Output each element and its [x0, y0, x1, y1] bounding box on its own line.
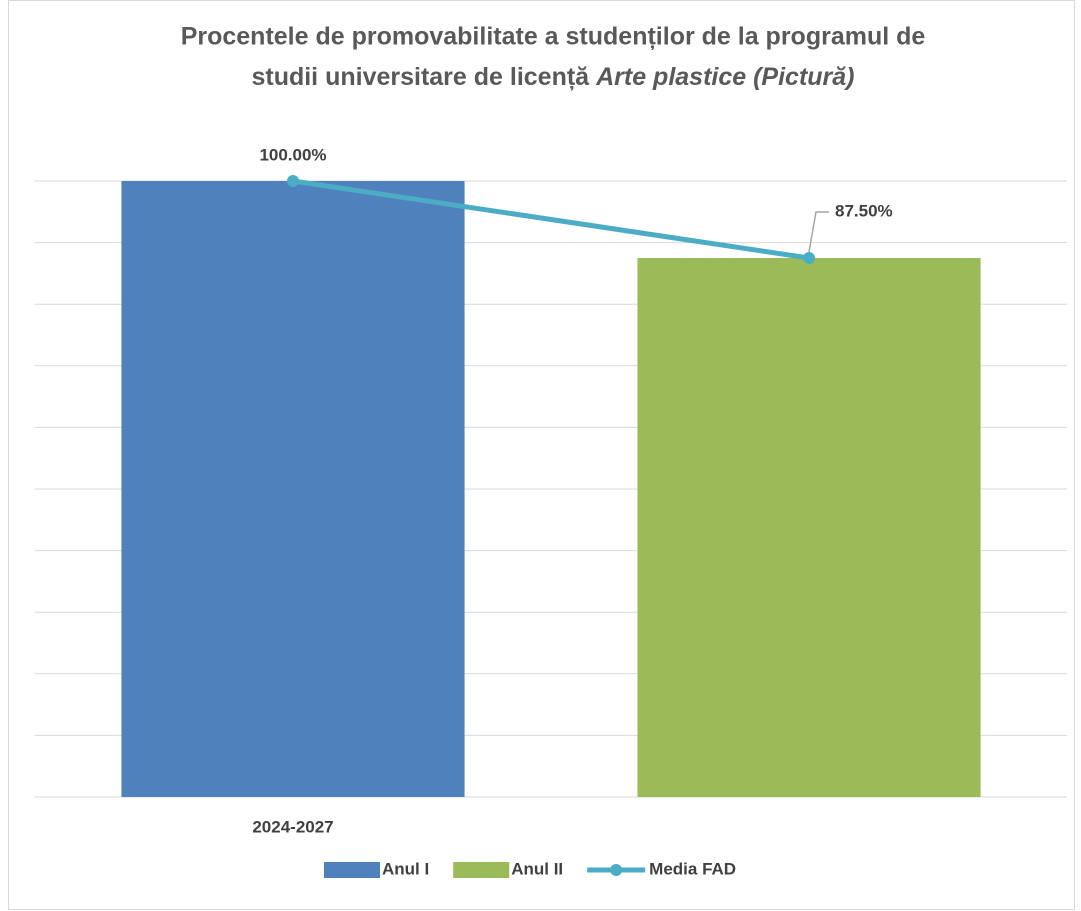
legend-label: Media FAD	[649, 859, 736, 878]
legend-swatch	[324, 862, 380, 878]
legend-label: Anul II	[511, 859, 563, 878]
chart-title-emphasis: Arte plastice (Pictură)	[595, 63, 854, 91]
chart-title: studii universitare de licență	[251, 63, 590, 91]
chart-title: studii universitare de licență Arte plast…	[251, 63, 854, 91]
legend-label: Anul I	[382, 859, 429, 878]
marks: 2024-2027 100.00% 87.50%	[121, 145, 981, 836]
legend: Anul I Anul II Media FAD	[324, 859, 736, 878]
line-marker	[803, 252, 815, 264]
line	[292, 178, 810, 261]
data-label: 87.50%	[835, 201, 893, 220]
data-label: 100.00%	[259, 145, 326, 164]
bar	[121, 181, 465, 797]
legend-swatch	[453, 862, 510, 878]
legend-swatch	[610, 864, 623, 876]
leader-line	[808, 211, 829, 253]
bar	[637, 258, 981, 797]
chart-title: Procentele de promovabilitate a studenți…	[181, 23, 926, 51]
x-tick-label: 2024-2027	[252, 817, 333, 836]
line-marker	[287, 175, 299, 187]
